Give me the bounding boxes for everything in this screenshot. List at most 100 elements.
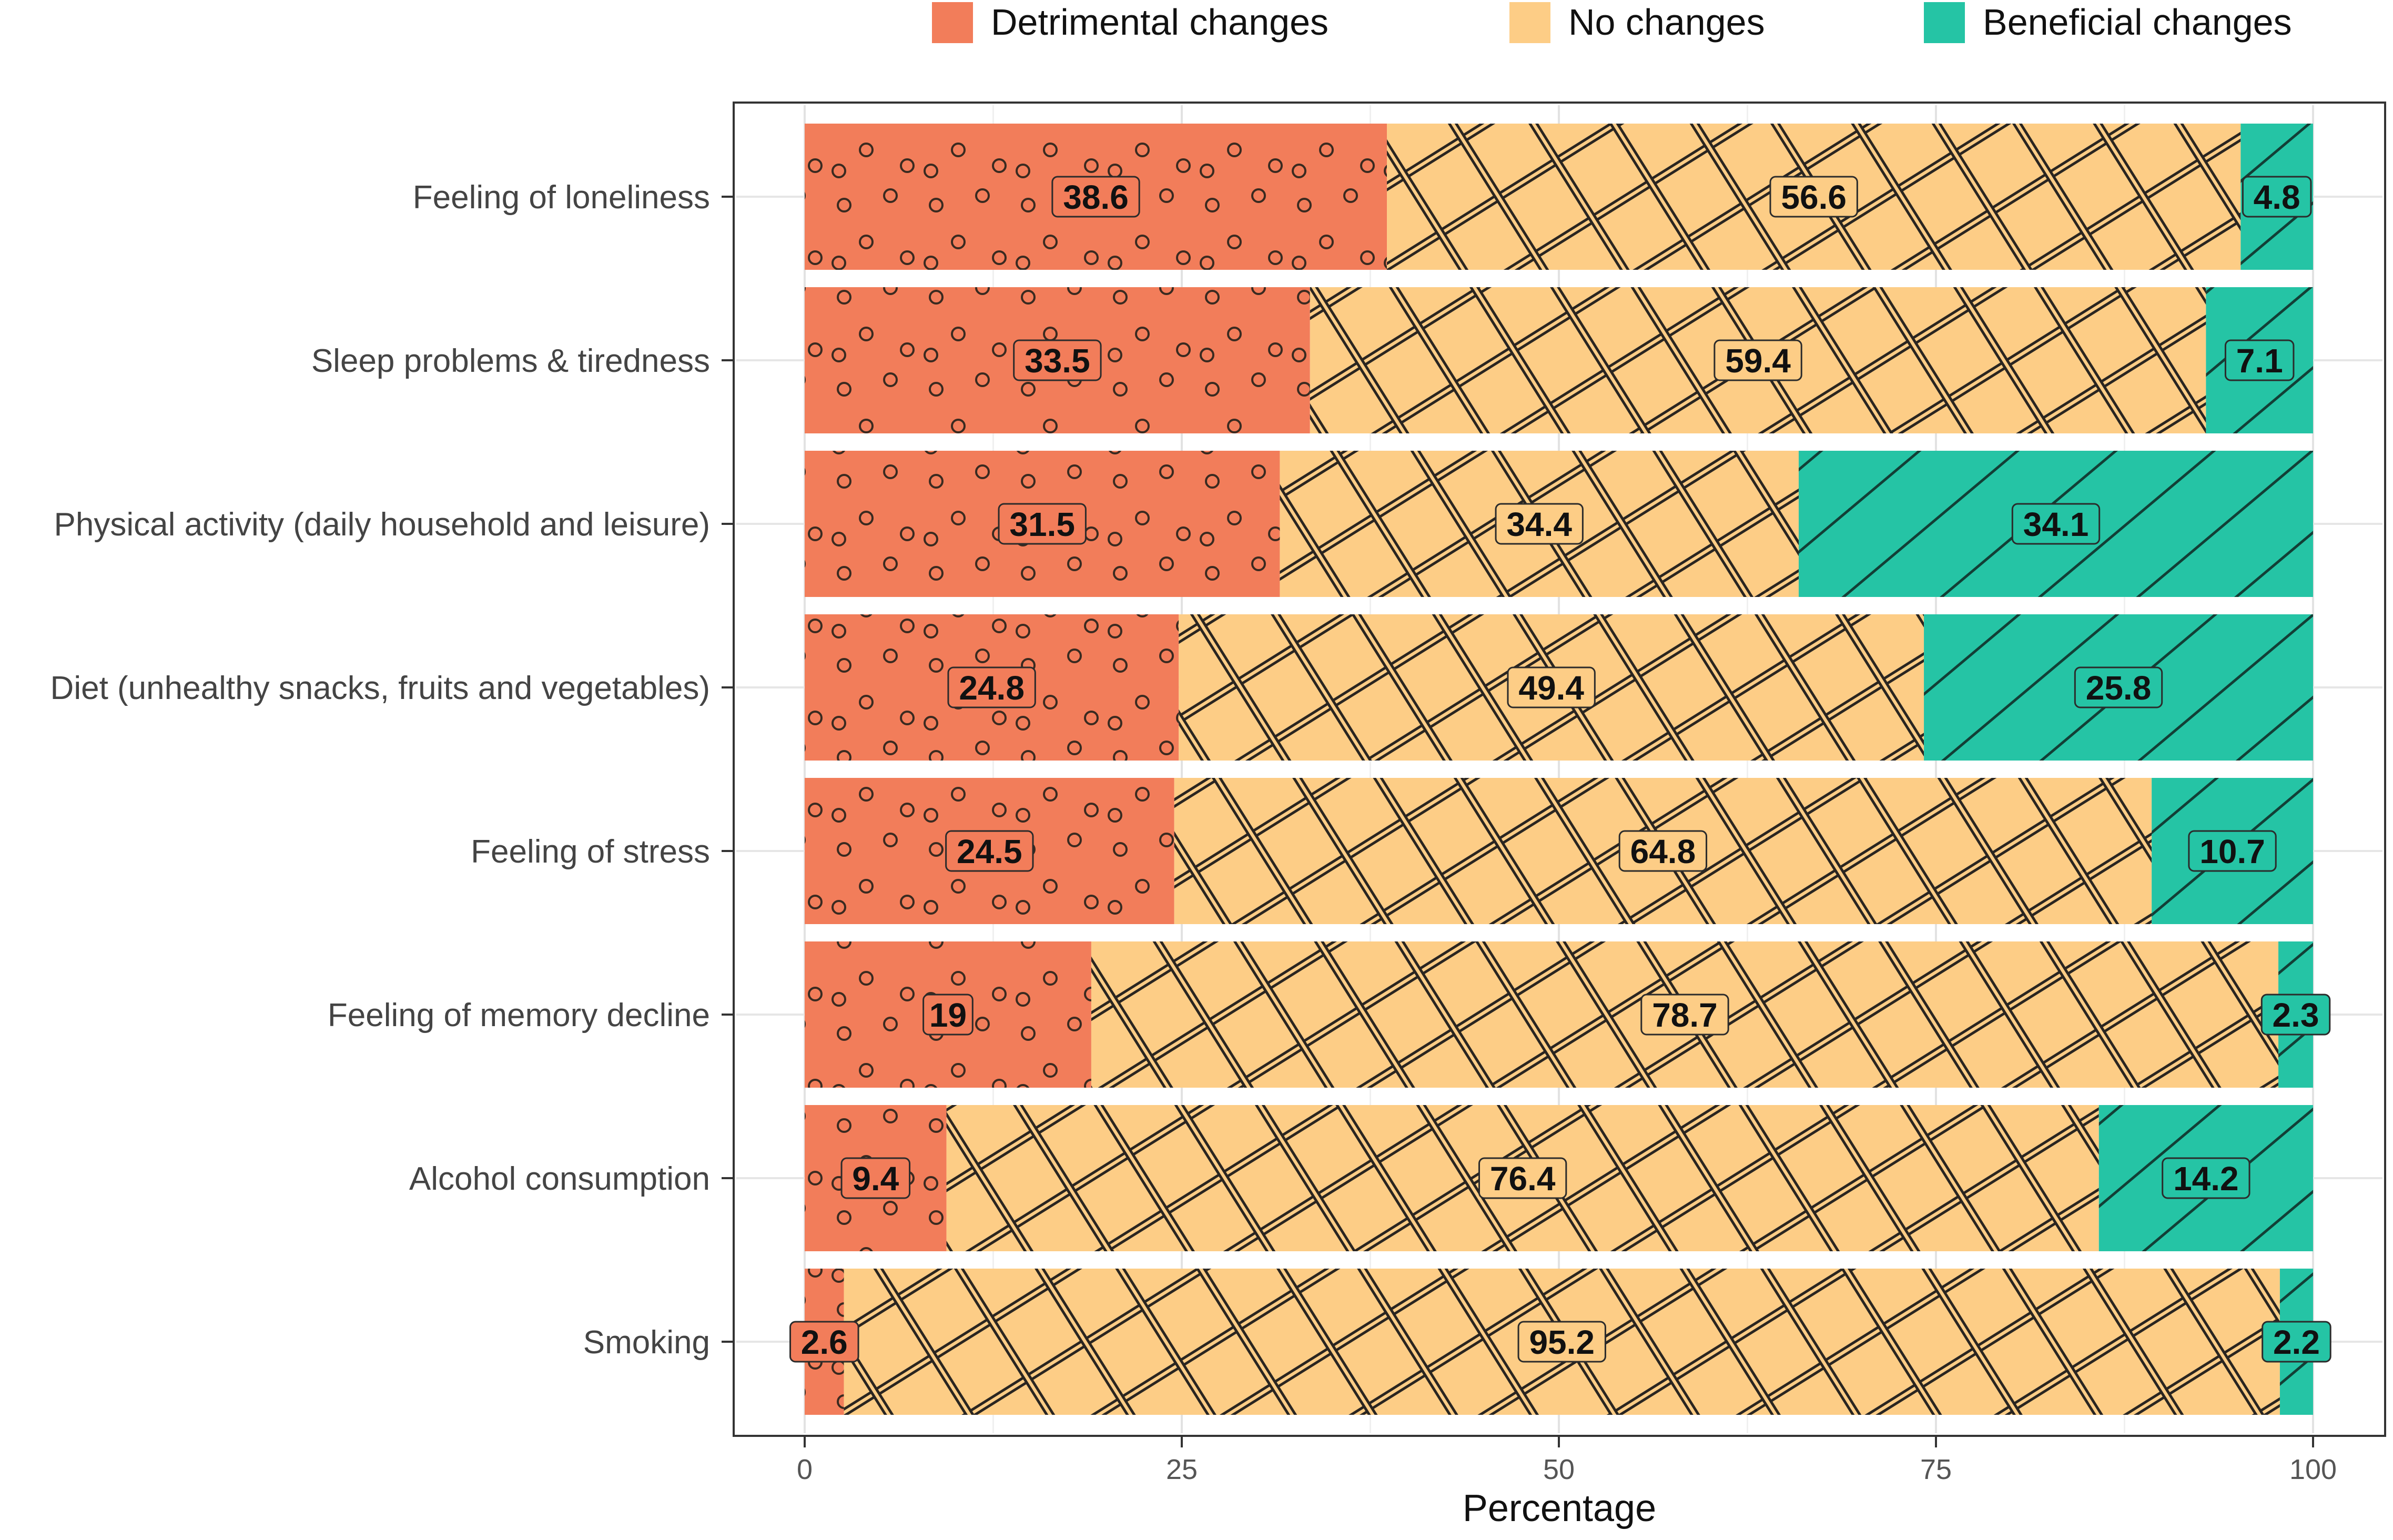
data-label-beneficial-changes-feeling-of-memory-decline: 2.3 (2260, 994, 2331, 1036)
x-tick-label: 50 (1543, 1454, 1575, 1485)
x-axis-title: Percentage (1463, 1487, 1656, 1529)
data-label-detrimental-changes-diet-unhealthy-snacks-fruits-and-vegetables: 24.8 (947, 666, 1036, 708)
data-label-detrimental-changes-smoking: 2.6 (789, 1321, 859, 1363)
legend-item-beneficial-changes: Beneficial changes (1924, 2, 2292, 43)
y-category-label: Feeling of stress (471, 834, 710, 870)
legend-label: Detrimental changes (991, 2, 1329, 43)
data-label-text: 2.2 (2273, 1323, 2320, 1361)
data-label-box (947, 666, 1036, 708)
x-tick-label: 75 (1920, 1454, 1952, 1485)
data-label-box (2011, 503, 2101, 545)
data-label-text: 34.1 (2023, 505, 2089, 543)
data-label-text: 25.8 (2086, 669, 2152, 707)
data-label-box (1051, 176, 1140, 218)
data-label-beneficial-changes-feeling-of-loneliness: 4.8 (2242, 176, 2312, 218)
data-label-box (1507, 666, 1596, 708)
data-label-box (1478, 1157, 1567, 1199)
legend-item-no-changes: No changes (1509, 2, 1765, 43)
data-label-detrimental-changes-feeling-of-loneliness: 38.6 (1051, 176, 1140, 218)
data-label-text: 56.6 (1781, 178, 1847, 216)
y-category-label: Physical activity (daily household and l… (54, 506, 710, 543)
data-label-box (945, 830, 1034, 872)
data-label-text: 33.5 (1025, 342, 1090, 380)
data-label-text: 24.5 (957, 833, 1022, 870)
data-label-box (2242, 176, 2312, 218)
data-label-beneficial-changes-smoking: 2.2 (2262, 1321, 2331, 1363)
data-label-text: 34.4 (1506, 505, 1572, 543)
legend-label: No changes (1568, 2, 1765, 43)
data-label-box (1769, 176, 1858, 218)
data-label-text: 19 (929, 996, 967, 1034)
data-label-text: 95.2 (1529, 1323, 1595, 1361)
y-category-label: Diet (unhealthy snacks, fruits and veget… (50, 670, 710, 706)
y-category-label: Sleep problems & tiredness (311, 343, 710, 379)
data-label-box (840, 1157, 911, 1199)
legend-swatch (932, 2, 973, 43)
data-label-no-changes-alcohol-consumption: 76.4 (1478, 1157, 1567, 1199)
data-label-box (2260, 994, 2331, 1036)
legend-swatch (1924, 2, 1965, 43)
data-label-no-changes-diet-unhealthy-snacks-fruits-and-vegetables: 49.4 (1507, 666, 1596, 708)
data-label-box (1640, 994, 1729, 1036)
data-label-text: 10.7 (2199, 833, 2265, 870)
data-label-text: 9.4 (852, 1160, 899, 1198)
data-label-no-changes-feeling-of-memory-decline: 78.7 (1640, 994, 1729, 1036)
data-label-text: 7.1 (2236, 342, 2283, 380)
y-category-label: Feeling of loneliness (413, 179, 710, 216)
data-label-no-changes-sleep-problems-tiredness: 59.4 (1713, 339, 1802, 381)
data-label-box (1713, 339, 1802, 381)
data-label-box (2262, 1321, 2331, 1363)
data-label-detrimental-changes-feeling-of-memory-decline: 19 (922, 994, 974, 1036)
data-label-box (789, 1321, 859, 1363)
data-label-text: 24.8 (959, 669, 1025, 707)
data-label-text: 76.4 (1490, 1160, 1556, 1198)
x-tick-label: 0 (797, 1454, 813, 1485)
data-label-box (2188, 830, 2277, 872)
data-label-text: 2.6 (801, 1323, 848, 1361)
data-label-no-changes-smoking: 95.2 (1517, 1321, 1606, 1363)
x-axis: 0 25 50 75 100 (797, 1436, 2337, 1485)
legend: Detrimental changes No changes Beneficial … (932, 2, 2292, 43)
data-label-detrimental-changes-physical-activity-daily-household-and-leisure: 31.5 (998, 503, 1087, 545)
data-label-text: 59.4 (1725, 342, 1791, 380)
data-label-box (1517, 1321, 1606, 1363)
data-label-text: 78.7 (1652, 996, 1718, 1034)
x-tick-label: 25 (1166, 1454, 1198, 1485)
data-label-box (2224, 339, 2295, 381)
data-label-no-changes-feeling-of-loneliness: 56.6 (1769, 176, 1858, 218)
data-label-text: 4.8 (2254, 178, 2300, 216)
data-label-text: 38.6 (1063, 178, 1129, 216)
data-label-box (1013, 339, 1102, 381)
data-label-detrimental-changes-feeling-of-stress: 24.5 (945, 830, 1034, 872)
data-label-box (1495, 503, 1584, 545)
data-label-box (1618, 830, 1708, 872)
data-label-detrimental-changes-alcohol-consumption: 9.4 (840, 1157, 911, 1199)
data-label-text: 14.2 (2173, 1160, 2239, 1198)
y-axis: Feeling of loneliness Sleep problems & ti… (50, 179, 734, 1361)
data-label-box (2162, 1157, 2250, 1199)
data-labels: 38.6 56.6 4.8 33.5 59.4 7.1 31.5 34.4 34.1 24.8 49… (789, 176, 2331, 1363)
data-label-no-changes-feeling-of-stress: 64.8 (1618, 830, 1708, 872)
data-label-beneficial-changes-feeling-of-stress: 10.7 (2188, 830, 2277, 872)
x-tick-label: 100 (2289, 1454, 2337, 1485)
data-label-text: 2.3 (2273, 996, 2319, 1034)
data-label-detrimental-changes-sleep-problems-tiredness: 33.5 (1013, 339, 1102, 381)
data-label-beneficial-changes-alcohol-consumption: 14.2 (2162, 1157, 2250, 1199)
data-label-text: 31.5 (1009, 505, 1075, 543)
legend-swatch (1509, 2, 1550, 43)
data-label-no-changes-physical-activity-daily-household-and-leisure: 34.4 (1495, 503, 1584, 545)
data-label-text: 49.4 (1518, 669, 1584, 707)
data-label-box (922, 994, 974, 1036)
data-label-beneficial-changes-sleep-problems-tiredness: 7.1 (2224, 339, 2295, 381)
legend-label: Beneficial changes (1983, 2, 2292, 43)
y-category-label: Feeling of memory decline (328, 997, 710, 1034)
data-label-beneficial-changes-physical-activity-daily-household-and-leisure: 34.1 (2011, 503, 2101, 545)
data-label-box (2074, 666, 2163, 708)
data-label-box (998, 503, 1087, 545)
data-label-beneficial-changes-diet-unhealthy-snacks-fruits-and-vegetables: 25.8 (2074, 666, 2163, 708)
y-category-label: Alcohol consumption (409, 1161, 710, 1197)
legend-item-detrimental-changes: Detrimental changes (932, 2, 1329, 43)
y-category-label: Smoking (583, 1324, 710, 1361)
